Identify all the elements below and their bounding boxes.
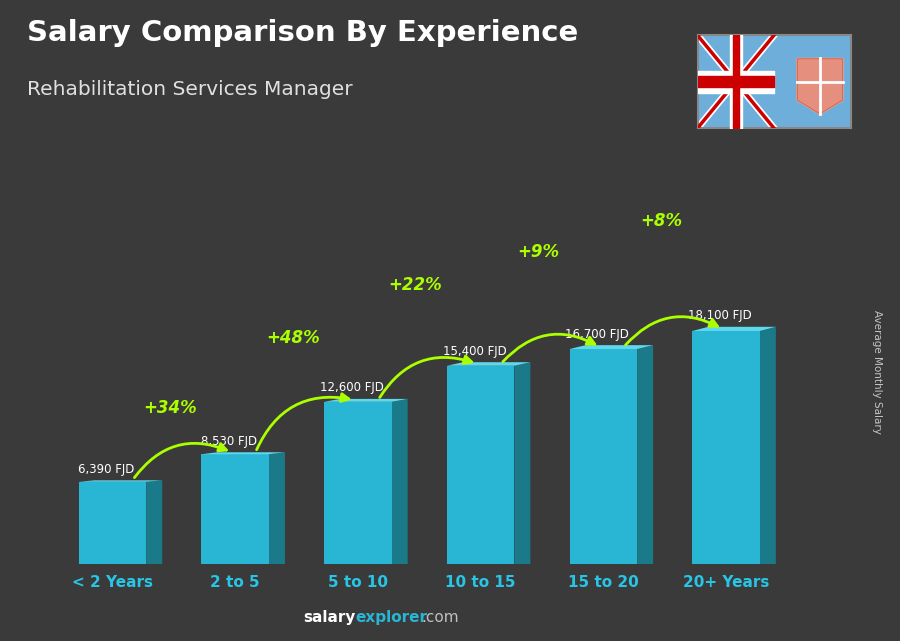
Polygon shape	[637, 345, 653, 564]
Polygon shape	[570, 345, 653, 349]
Polygon shape	[147, 480, 162, 564]
Text: Average Monthly Salary: Average Monthly Salary	[872, 310, 883, 434]
Text: 18,100 FJD: 18,100 FJD	[688, 309, 752, 322]
Polygon shape	[797, 58, 842, 114]
Polygon shape	[202, 453, 285, 454]
Text: Rehabilitation Services Manager: Rehabilitation Services Manager	[27, 80, 353, 99]
Text: +9%: +9%	[518, 243, 559, 261]
Text: Salary Comparison By Experience: Salary Comparison By Experience	[27, 19, 578, 47]
Polygon shape	[202, 454, 269, 564]
Text: explorer: explorer	[356, 610, 427, 625]
Text: .com: .com	[421, 610, 459, 625]
Polygon shape	[797, 58, 842, 114]
Text: +48%: +48%	[266, 329, 320, 347]
Polygon shape	[79, 480, 162, 482]
Text: salary: salary	[303, 610, 356, 625]
Text: 6,390 FJD: 6,390 FJD	[78, 463, 135, 476]
Text: 8,530 FJD: 8,530 FJD	[201, 435, 257, 447]
Polygon shape	[269, 453, 285, 564]
Polygon shape	[515, 362, 530, 564]
Text: 15,400 FJD: 15,400 FJD	[443, 345, 507, 358]
Polygon shape	[324, 402, 392, 564]
Polygon shape	[692, 327, 776, 331]
Text: 16,700 FJD: 16,700 FJD	[565, 328, 629, 340]
Text: 12,600 FJD: 12,600 FJD	[320, 381, 383, 394]
Text: +22%: +22%	[389, 276, 443, 294]
Polygon shape	[79, 482, 147, 564]
Polygon shape	[392, 399, 408, 564]
Polygon shape	[447, 362, 530, 366]
Polygon shape	[692, 331, 760, 564]
Text: +34%: +34%	[143, 399, 197, 417]
Text: +8%: +8%	[640, 212, 682, 230]
Polygon shape	[447, 366, 515, 564]
Polygon shape	[570, 349, 637, 564]
Polygon shape	[324, 399, 408, 402]
Polygon shape	[760, 327, 776, 564]
